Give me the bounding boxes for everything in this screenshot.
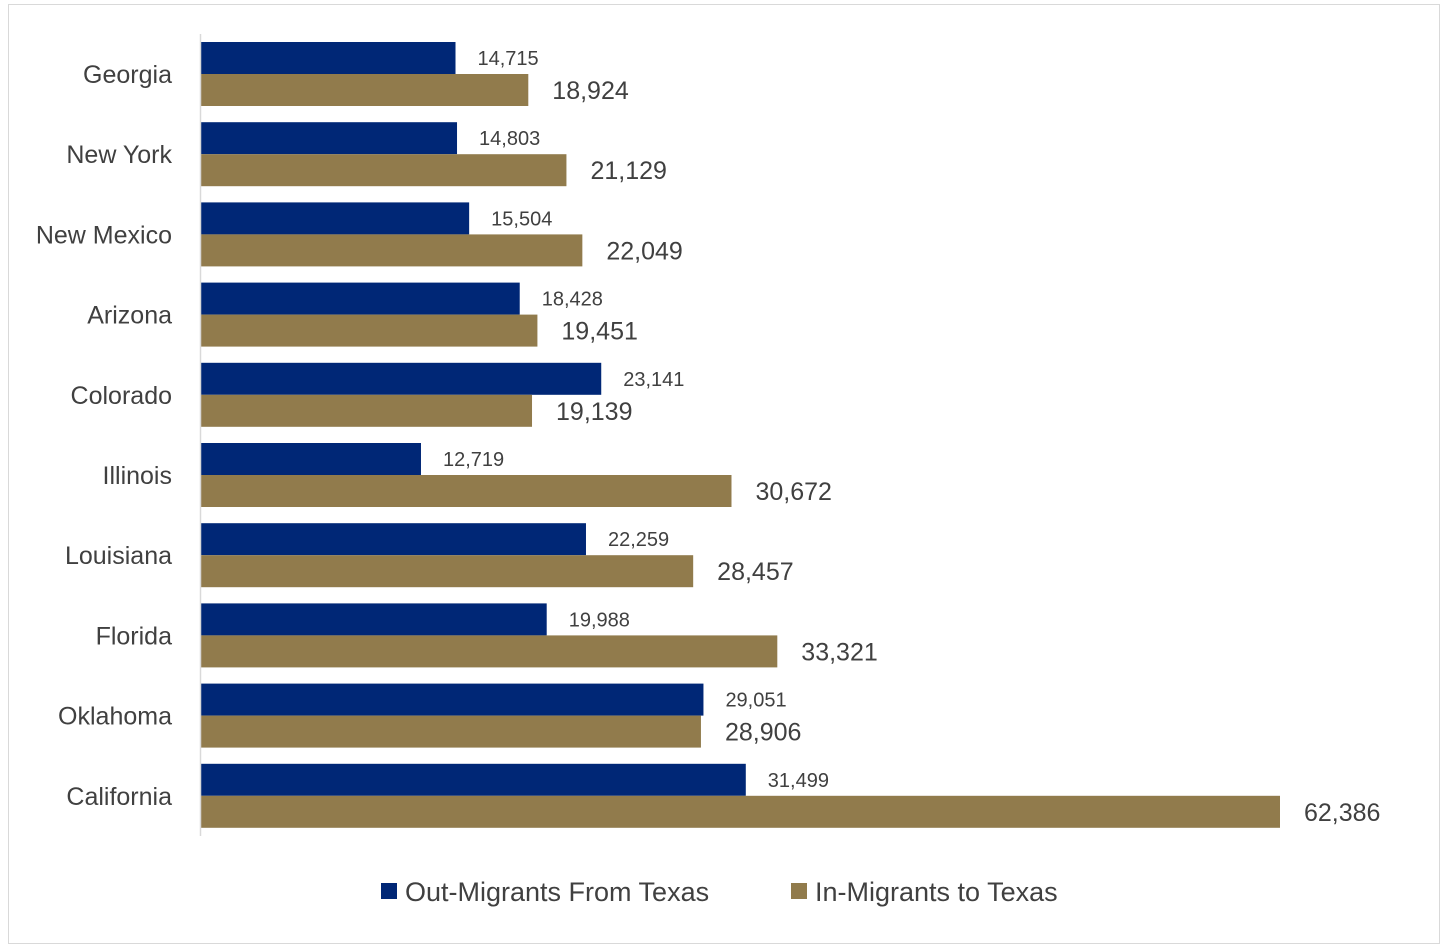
category-label-louisiana: Louisiana [65,542,172,570]
data-label-out-new-york: 14,803 [479,128,540,150]
data-label-in-louisiana: 28,457 [717,558,793,586]
data-label-in-new-mexico: 22,049 [606,237,682,265]
legend-swatch-out [381,883,397,899]
category-label-new-york: New York [66,141,172,169]
bar-in-new-mexico [201,234,583,267]
category-label-oklahoma: Oklahoma [58,703,172,731]
bar-in-florida [201,635,778,668]
data-label-out-illinois: 12,719 [443,449,504,471]
bar-in-california [201,795,1280,828]
data-label-in-california: 62,386 [1304,799,1380,827]
data-label-in-arizona: 19,451 [561,318,637,346]
data-label-out-california: 31,499 [768,770,829,792]
data-label-out-new-mexico: 15,504 [491,208,552,230]
bar-out-georgia [201,42,456,74]
legend-label-in: In-Migrants to Texas [815,877,1058,907]
category-label-new-mexico: New Mexico [36,221,172,249]
legend-swatch-in [791,883,807,899]
bars-layer [201,42,1280,828]
data-label-out-florida: 19,988 [569,609,630,631]
data-label-out-colorado: 23,141 [623,369,684,391]
category-label-arizona: Arizona [87,302,172,330]
data-label-in-florida: 33,321 [801,638,877,666]
category-label-illinois: Illinois [103,462,172,490]
bar-out-florida [201,603,547,636]
data-label-in-oklahoma: 28,906 [725,719,801,747]
data-label-out-georgia: 14,715 [478,48,539,70]
legend: Out-Migrants From Texas In-Migrants to Te… [381,877,1058,907]
data-label-in-new-york: 21,129 [590,157,666,185]
data-label-out-arizona: 18,428 [542,289,603,311]
category-label-california: California [66,783,172,811]
data-label-in-colorado: 19,139 [556,398,632,426]
bar-out-louisiana [201,523,586,556]
data-label-out-louisiana: 22,259 [608,529,669,551]
legend-label-out: Out-Migrants From Texas [405,877,709,907]
bar-out-colorado [201,362,602,395]
bar-out-oklahoma [201,683,704,716]
category-label-georgia: Georgia [83,61,172,89]
bar-in-arizona [201,314,538,347]
bar-in-colorado [201,394,533,427]
bar-in-louisiana [201,555,694,588]
bar-out-illinois [201,443,421,475]
category-label-colorado: Colorado [71,382,172,410]
bar-in-illinois [201,475,732,507]
bar-in-georgia [201,74,529,106]
bar-out-arizona [201,282,520,315]
bar-out-new-mexico [201,202,470,235]
data-label-out-oklahoma: 29,051 [725,690,786,712]
bar-in-new-york [201,154,567,187]
labels-layer: Georgia 14,715 18,924 New York 14,803 21,129 N… [36,48,1381,827]
bar-out-new-york [201,122,458,155]
bar-in-oklahoma [201,715,701,748]
bar-out-california [201,763,746,796]
data-label-in-illinois: 30,672 [755,478,831,506]
data-label-in-georgia: 18,924 [552,77,629,105]
category-label-florida: Florida [96,622,173,650]
